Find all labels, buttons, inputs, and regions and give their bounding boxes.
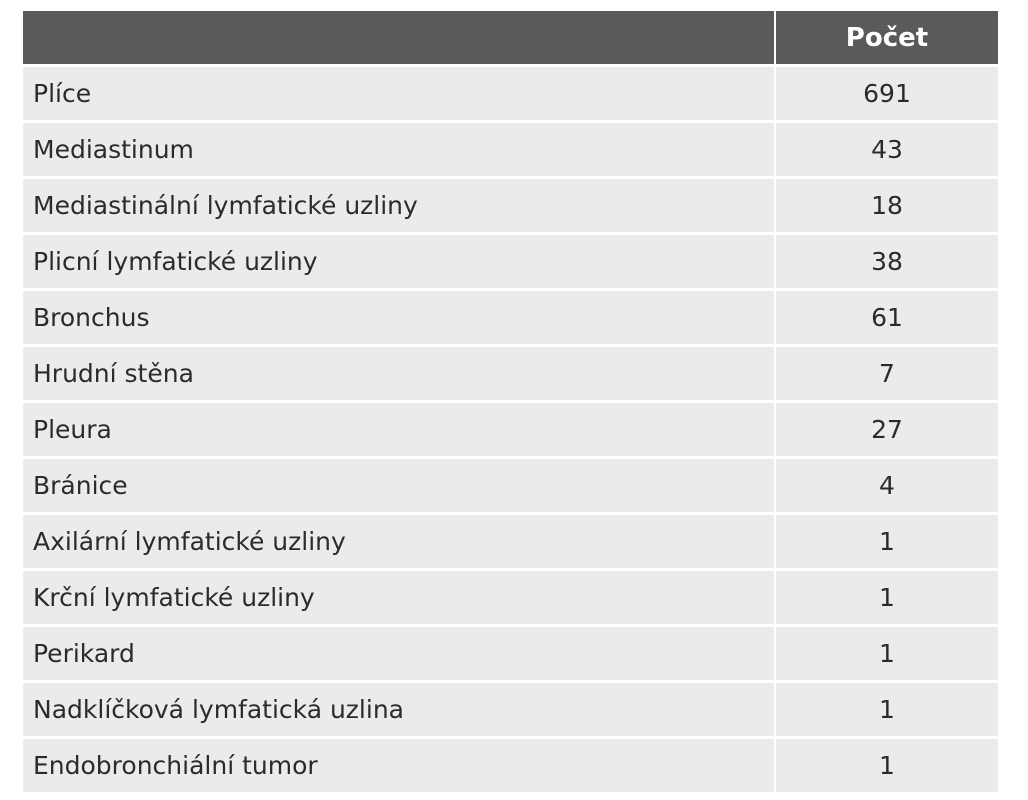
header-row: Počet — [23, 11, 998, 66]
table-row: Nadklíčková lymfatická uzlina 1 — [23, 680, 998, 738]
row-value: 1 — [775, 680, 998, 738]
row-label: Endobronchiální tumor — [23, 736, 776, 792]
row-label: Hrudní stěna — [23, 344, 776, 402]
table-container: Počet Plíce 691 Mediastinum 43 Mediastin… — [23, 11, 998, 792]
header-cell-count: Počet — [775, 11, 998, 66]
row-label: Krční lymfatické uzliny — [23, 568, 776, 626]
data-table: Počet Plíce 691 Mediastinum 43 Mediastin… — [23, 11, 998, 792]
row-label: Perikard — [23, 624, 776, 682]
row-label: Mediastinum — [23, 120, 776, 178]
table-row: Mediastinální lymfatické uzliny 18 — [23, 176, 998, 234]
table-row: Plicní lymfatické uzliny 38 — [23, 232, 998, 290]
row-value: 4 — [775, 456, 998, 514]
row-label: Pleura — [23, 400, 776, 458]
row-label: Nadklíčková lymfatická uzlina — [23, 680, 776, 738]
table-row: Bránice 4 — [23, 456, 998, 514]
table-row: Hrudní stěna 7 — [23, 344, 998, 402]
row-value: 43 — [775, 120, 998, 178]
row-label: Bronchus — [23, 288, 776, 346]
row-value: 18 — [775, 176, 998, 234]
table-row: Plíce 691 — [23, 64, 998, 122]
table-row: Endobronchiální tumor 1 — [23, 736, 998, 792]
row-value: 27 — [775, 400, 998, 458]
table-row: Krční lymfatické uzliny 1 — [23, 568, 998, 626]
row-value: 691 — [775, 64, 998, 122]
table-row: Mediastinum 43 — [23, 120, 998, 178]
table-row: Pleura 27 — [23, 400, 998, 458]
row-value: 1 — [775, 624, 998, 682]
row-value: 1 — [775, 736, 998, 792]
row-value: 7 — [775, 344, 998, 402]
row-value: 1 — [775, 512, 998, 570]
table-row: Perikard 1 — [23, 624, 998, 682]
row-label: Plíce — [23, 64, 776, 122]
row-label: Bránice — [23, 456, 776, 514]
row-label: Axilární lymfatické uzliny — [23, 512, 776, 570]
row-label: Plicní lymfatické uzliny — [23, 232, 776, 290]
row-label: Mediastinální lymfatické uzliny — [23, 176, 776, 234]
header-cell-label — [23, 11, 776, 66]
row-value: 38 — [775, 232, 998, 290]
table-row: Axilární lymfatické uzliny 1 — [23, 512, 998, 570]
row-value: 61 — [775, 288, 998, 346]
table-body: Plíce 691 Mediastinum 43 Mediastinální l… — [23, 64, 998, 792]
table-row: Bronchus 61 — [23, 288, 998, 346]
row-value: 1 — [775, 568, 998, 626]
table-header: Počet — [23, 11, 998, 66]
